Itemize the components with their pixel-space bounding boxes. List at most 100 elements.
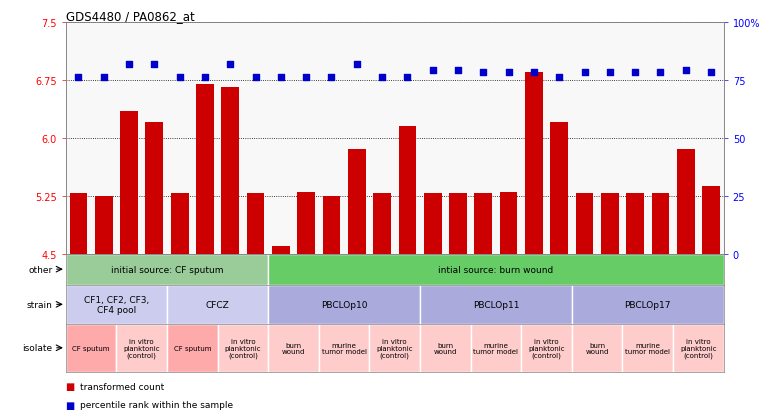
Point (72, 75, 84, 81)
Bar (572, 324, 622, 372)
Bar (269, 324, 319, 372)
Bar (572, 285, 724, 324)
Bar (272, 246, 289, 254)
Bar (652, 194, 670, 254)
Bar (420, 324, 471, 372)
Bar (269, 254, 724, 285)
Point (680, 67, 692, 74)
Bar (474, 194, 492, 254)
Point (351, 62, 363, 69)
Bar (146, 123, 163, 254)
Bar (66, 324, 116, 372)
Point (401, 75, 413, 81)
Text: PBCLOp17: PBCLOp17 (625, 300, 671, 309)
Bar (601, 194, 618, 254)
Bar (247, 194, 265, 254)
Point (654, 69, 666, 76)
Bar (120, 112, 138, 254)
Point (123, 62, 135, 69)
Text: in vitro
planktonic
(control): in vitro planktonic (control) (528, 338, 565, 358)
Text: in vitro
planktonic
(control): in vitro planktonic (control) (680, 338, 717, 358)
Text: ■: ■ (66, 381, 78, 391)
Bar (116, 324, 167, 372)
Text: percentile rank within the sample: percentile rank within the sample (80, 400, 233, 409)
Bar (449, 194, 467, 254)
Text: in vitro
planktonic
(control): in vitro planktonic (control) (123, 338, 160, 358)
Bar (319, 324, 369, 372)
Point (173, 75, 186, 81)
Text: PBCLOp11: PBCLOp11 (473, 300, 519, 309)
Bar (217, 324, 269, 372)
Bar (500, 192, 518, 254)
Bar (167, 324, 217, 372)
Bar (95, 196, 112, 254)
Point (376, 75, 389, 81)
Bar (626, 194, 644, 254)
Point (148, 62, 160, 69)
Point (224, 62, 237, 69)
Bar (399, 127, 416, 254)
Bar (369, 324, 420, 372)
Point (249, 75, 262, 81)
Bar (673, 324, 724, 372)
Bar (525, 73, 543, 254)
Bar (167, 285, 269, 324)
Point (477, 69, 489, 76)
Point (705, 69, 717, 76)
Text: CFCZ: CFCZ (206, 300, 229, 309)
Point (275, 75, 287, 81)
Bar (702, 186, 720, 254)
Bar (677, 150, 694, 254)
Point (502, 69, 515, 76)
Point (199, 75, 211, 81)
Point (553, 75, 566, 81)
Text: other: other (29, 265, 53, 274)
Point (426, 67, 439, 74)
Text: in vitro
planktonic
(control): in vitro planktonic (control) (224, 338, 262, 358)
Bar (622, 324, 673, 372)
Bar (521, 324, 572, 372)
Text: CF1, CF2, CF3,
CF4 pool: CF1, CF2, CF3, CF4 pool (84, 295, 149, 314)
Bar (348, 150, 365, 254)
Text: burn
wound: burn wound (433, 342, 457, 354)
Bar (576, 194, 594, 254)
Text: murine
tumor model: murine tumor model (322, 342, 367, 354)
Text: CF sputum: CF sputum (173, 345, 211, 351)
Text: burn
wound: burn wound (585, 342, 609, 354)
Text: intial source: burn wound: intial source: burn wound (438, 265, 553, 274)
Text: ■: ■ (66, 400, 78, 410)
Point (98, 75, 110, 81)
Text: PBCLOp10: PBCLOp10 (321, 300, 368, 309)
Bar (171, 194, 189, 254)
Point (528, 69, 540, 76)
Bar (66, 254, 269, 285)
Text: murine
tumor model: murine tumor model (625, 342, 670, 354)
Point (325, 75, 337, 81)
Bar (66, 285, 167, 324)
Bar (550, 123, 568, 254)
Text: initial source: CF sputum: initial source: CF sputum (111, 265, 223, 274)
Text: in vitro
planktonic
(control): in vitro planktonic (control) (376, 338, 413, 358)
Point (578, 69, 591, 76)
Point (452, 67, 464, 74)
Bar (70, 194, 87, 254)
Text: murine
tumor model: murine tumor model (474, 342, 519, 354)
Bar (373, 194, 391, 254)
Text: CF sputum: CF sputum (72, 345, 110, 351)
Bar (269, 285, 420, 324)
Bar (424, 194, 441, 254)
Text: transformed count: transformed count (80, 382, 164, 391)
Text: strain: strain (27, 300, 53, 309)
Bar (471, 324, 521, 372)
Text: isolate: isolate (22, 344, 53, 352)
Bar (221, 88, 239, 254)
Bar (323, 196, 341, 254)
Text: burn
wound: burn wound (282, 342, 305, 354)
Bar (196, 84, 214, 254)
Bar (297, 192, 315, 254)
Bar (420, 285, 572, 324)
Point (629, 69, 642, 76)
Point (604, 69, 616, 76)
Text: GDS4480 / PA0862_at: GDS4480 / PA0862_at (66, 10, 194, 23)
Point (300, 75, 313, 81)
